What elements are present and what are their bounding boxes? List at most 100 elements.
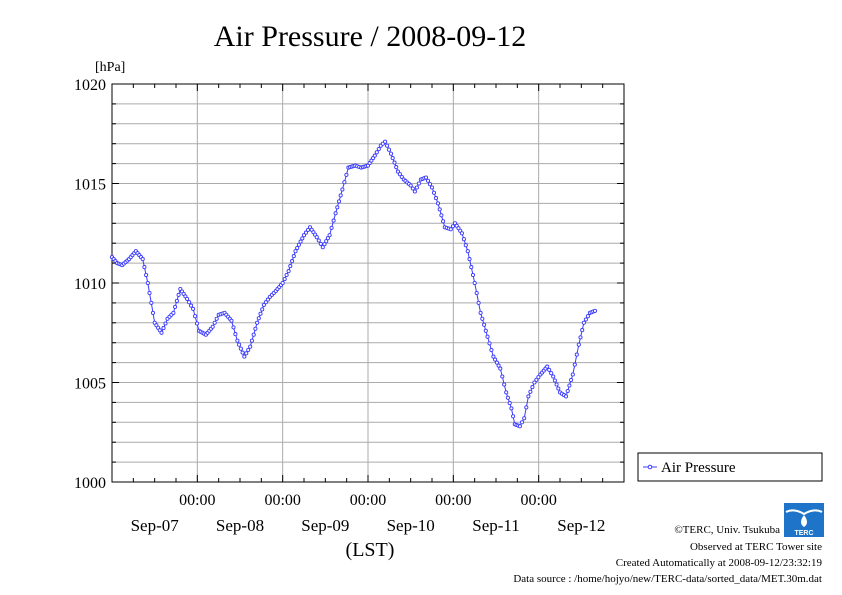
- data-point: [303, 230, 309, 235]
- data-point: [288, 264, 293, 269]
- data-point: [251, 332, 256, 337]
- data-point: [324, 239, 329, 244]
- data-point: [335, 205, 340, 210]
- data-point: [532, 380, 537, 385]
- data-point: [376, 146, 381, 152]
- y-tick-label: 1005: [74, 376, 106, 393]
- data-point: [260, 307, 265, 312]
- data-point: [214, 316, 219, 321]
- data-point: [246, 347, 251, 353]
- data-point: [171, 310, 176, 315]
- terc-logo: TERC: [784, 503, 824, 537]
- data-point: [547, 367, 552, 372]
- data-point: [574, 352, 579, 357]
- grid-lines: [112, 84, 624, 482]
- data-point: [517, 424, 522, 429]
- x-time-tick-label: 00:00: [435, 492, 471, 509]
- y-tick-label: 1015: [74, 177, 106, 194]
- data-point: [433, 196, 439, 201]
- data-point: [258, 311, 263, 316]
- data-point: [342, 180, 347, 185]
- x-time-tick-label: 00:00: [520, 492, 556, 509]
- data-point: [416, 181, 421, 186]
- data-point: [242, 354, 247, 359]
- data-point: [469, 265, 474, 270]
- data-point: [295, 245, 300, 251]
- data-point: [142, 265, 147, 270]
- data-point: [485, 334, 490, 339]
- data-point: [465, 249, 470, 254]
- data-point: [581, 320, 586, 325]
- data-point: [461, 237, 466, 242]
- data-point: [565, 388, 570, 394]
- data-point: [534, 377, 539, 382]
- y-tick-label: 1000: [74, 475, 106, 492]
- data-point: [159, 330, 164, 335]
- data-point: [314, 235, 319, 240]
- data-point: [338, 193, 343, 198]
- data-point: [176, 292, 181, 297]
- x-date-label: Sep-07: [131, 516, 180, 535]
- legend-box: [637, 452, 823, 482]
- data-point: [291, 254, 296, 259]
- data-point: [545, 364, 550, 369]
- data-point: [149, 300, 154, 305]
- x-date-label: Sep-11: [472, 516, 520, 535]
- data-point: [519, 420, 525, 425]
- data-point: [429, 185, 435, 190]
- data-point: [248, 344, 253, 349]
- x-time-tick-label: 00:00: [179, 492, 215, 509]
- data-point: [439, 213, 444, 218]
- data-point: [576, 342, 581, 347]
- data-point: [522, 416, 527, 421]
- data-point: [524, 405, 529, 410]
- data-point: [329, 225, 334, 230]
- data-point: [526, 394, 531, 399]
- x-date-label: Sep-12: [557, 516, 605, 535]
- data-point: [282, 276, 287, 282]
- data-point: [263, 300, 268, 305]
- y-axis-ticks: 1000 1005 1010 1015 1020: [74, 77, 624, 492]
- data-point: [450, 224, 455, 229]
- data-point: [463, 243, 468, 248]
- y-tick-label: 1020: [74, 77, 106, 94]
- data-point: [316, 238, 321, 243]
- data-point: [383, 139, 388, 144]
- data-point: [150, 310, 156, 315]
- data-point: [374, 150, 379, 155]
- data-point: [336, 199, 342, 204]
- data-point: [482, 322, 487, 327]
- data-point: [301, 233, 307, 238]
- data-point: [305, 227, 311, 232]
- data-point: [556, 386, 561, 391]
- data-point: [235, 338, 240, 343]
- data-point: [554, 382, 559, 387]
- data-point: [327, 233, 332, 238]
- data-point: [293, 249, 298, 254]
- data-point: [145, 280, 150, 286]
- data-point: [161, 326, 166, 331]
- data-point: [483, 328, 488, 333]
- data-point: [388, 151, 394, 156]
- data-point: [494, 360, 499, 365]
- chart-title: Air Pressure / 2008-09-12: [214, 20, 526, 53]
- data-point: [212, 320, 217, 325]
- copyright-text: ©TERC, Univ. Tsukuba: [674, 524, 780, 536]
- data-point: [390, 156, 395, 161]
- data-point: [478, 310, 483, 315]
- data-point: [410, 186, 415, 191]
- data-point: [505, 395, 510, 400]
- data-point: [580, 328, 585, 333]
- data-point: [572, 362, 577, 367]
- data-point: [194, 321, 200, 326]
- data-point: [147, 290, 152, 296]
- data-point: [331, 218, 336, 223]
- data-point: [372, 153, 377, 158]
- data-point: [163, 321, 168, 326]
- logo-wave: [785, 509, 823, 516]
- data-point: [344, 172, 349, 177]
- data-point: [578, 335, 583, 340]
- data-point: [552, 378, 557, 383]
- data-point: [472, 280, 477, 286]
